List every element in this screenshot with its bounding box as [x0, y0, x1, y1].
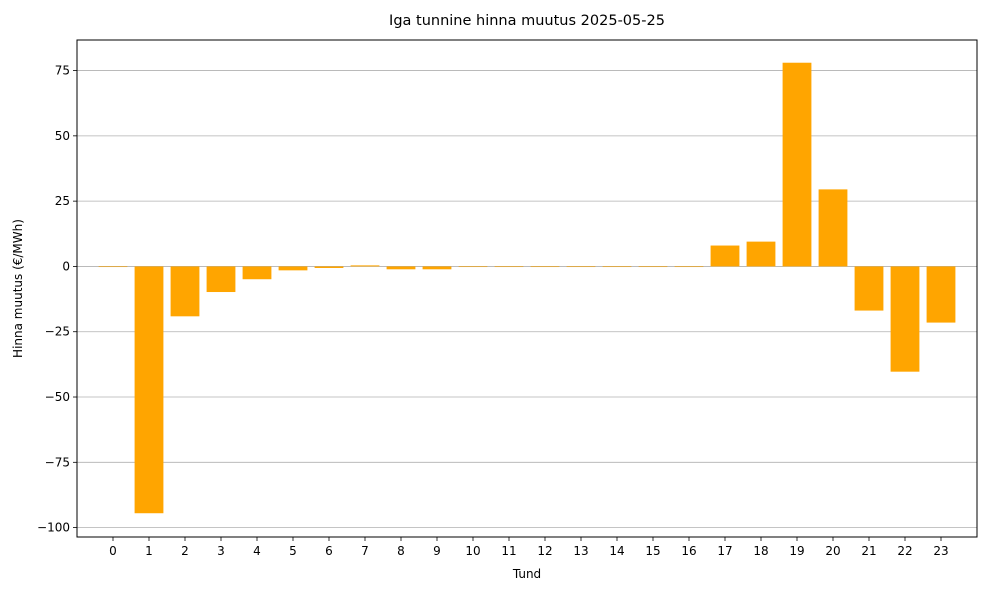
bar-hour-6: [314, 266, 344, 268]
x-tick-label: 14: [609, 544, 624, 558]
x-tick-label: 1: [145, 544, 153, 558]
bar-hour-8: [386, 266, 416, 270]
x-tick-label: 7: [361, 544, 369, 558]
x-tick-label: 21: [861, 544, 876, 558]
bar-hour-10: [458, 266, 488, 268]
x-tick-label: 2: [181, 544, 189, 558]
bar-hour-4: [242, 266, 272, 280]
x-tick-label: 10: [465, 544, 480, 558]
bar-hour-1: [134, 266, 164, 514]
y-axis-title: Hinna muutus (€/MWh): [11, 219, 25, 358]
bar-hour-20: [818, 189, 848, 267]
x-tick-label: 5: [289, 544, 297, 558]
bar-hour-9: [422, 266, 452, 270]
bar-hour-16: [674, 266, 704, 268]
y-tick-label: 75: [55, 64, 70, 78]
chart-title: Iga tunnine hinna muutus 2025-05-25: [389, 13, 665, 29]
x-tick-label: 13: [573, 544, 588, 558]
x-tick-label: 18: [753, 544, 768, 558]
x-tick-label: 9: [433, 544, 441, 558]
plot-frame: [76, 39, 978, 538]
bar-hour-15: [638, 266, 668, 268]
bar-hour-0: [98, 266, 128, 268]
bars: [98, 62, 956, 514]
bar-hour-5: [278, 266, 308, 271]
bar-hour-22: [890, 266, 920, 372]
x-tick-label: 12: [537, 544, 552, 558]
y-tick-label: 25: [55, 194, 70, 208]
bar-hour-11: [494, 266, 524, 268]
y-tick-label: −50: [45, 390, 70, 404]
x-tick-label: 16: [681, 544, 696, 558]
x-tick-label: 11: [501, 544, 516, 558]
bar-hour-7: [350, 265, 380, 267]
x-tick-label: 23: [933, 544, 948, 558]
x-tick-label: 19: [789, 544, 804, 558]
bar-hour-13: [566, 266, 596, 268]
bar-hour-17: [710, 245, 740, 267]
x-tick-label: 15: [645, 544, 660, 558]
bar-hour-3: [206, 266, 236, 293]
y-tick-label: −75: [45, 455, 70, 469]
y-tick-label: 0: [62, 259, 70, 273]
bar-hour-14: [602, 266, 632, 268]
x-tick-label: 4: [253, 544, 261, 558]
y-tick-label: 50: [55, 129, 70, 143]
bar-hour-12: [530, 266, 560, 268]
x-axis-ticks: 0 1 2 3 4 5 6 7 8 9 10 11 12 13 14 15 16 17 18 19 20 21 22 23: [109, 537, 949, 558]
bar-hour-19: [782, 62, 812, 267]
y-axis-ticks: −100 −75 −50 −25 0 25 50 75: [37, 64, 77, 535]
x-tick-label: 20: [825, 544, 840, 558]
bar-hour-23: [926, 266, 956, 323]
x-tick-label: 17: [717, 544, 732, 558]
grid-lines: [77, 70, 977, 528]
bar-hour-2: [170, 266, 200, 317]
x-tick-label: 0: [109, 544, 117, 558]
bar-hour-18: [746, 241, 776, 267]
x-tick-label: 6: [325, 544, 333, 558]
bar-hour-21: [854, 266, 884, 311]
y-tick-label: −100: [37, 521, 70, 535]
x-tick-label: 22: [897, 544, 912, 558]
x-tick-label: 3: [217, 544, 225, 558]
x-axis-title: Tund: [512, 567, 541, 581]
x-tick-label: 8: [397, 544, 405, 558]
y-tick-label: −25: [45, 325, 70, 339]
